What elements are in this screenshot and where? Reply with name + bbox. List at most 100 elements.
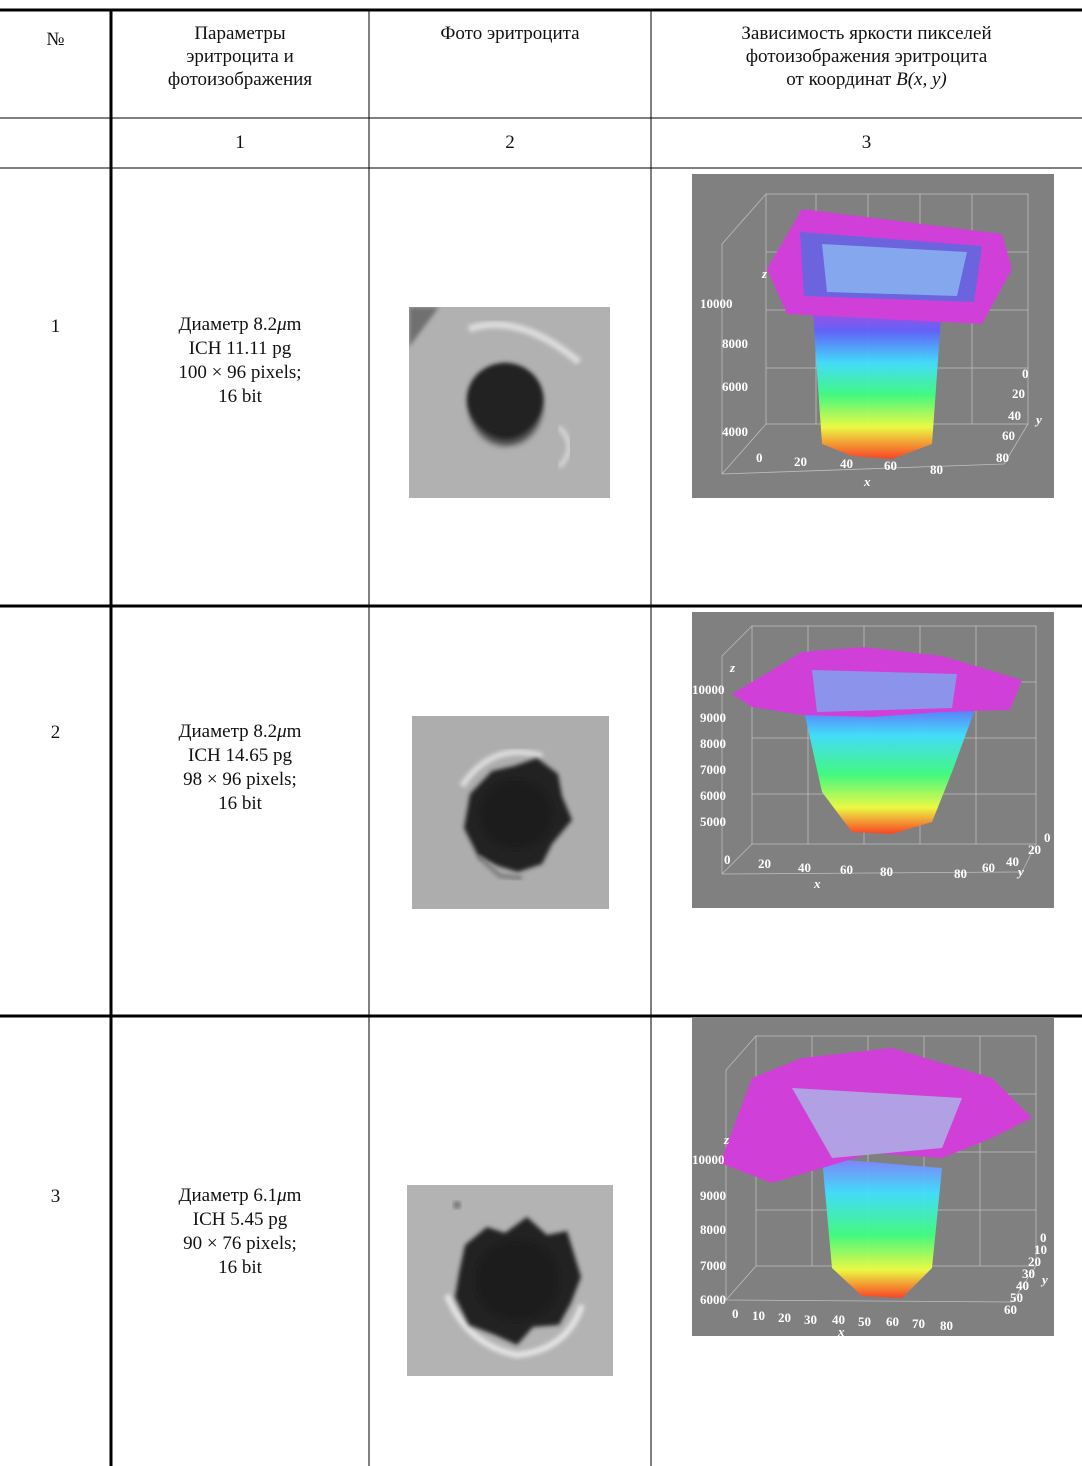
z-tick-label: 5000	[700, 814, 726, 829]
y-tick-label: 80	[954, 866, 967, 881]
diameter-line: Диаметр 8.2μm	[111, 720, 369, 744]
y-axis-label: y	[1040, 1272, 1048, 1287]
diameter-line: Диаметр 8.2μm	[111, 313, 369, 337]
z-tick-label: 6000	[722, 379, 748, 394]
x-tick-label: 80	[930, 462, 943, 477]
z-tick-label: 8000	[722, 336, 748, 351]
diameter-unit-m: m	[286, 1185, 302, 1206]
z-tick-label: 8000	[700, 736, 726, 751]
z-tick-label: 9000	[700, 1188, 726, 1203]
erythrocyte-photo	[412, 716, 609, 909]
ich-value: ICH 14.65 pg	[188, 745, 292, 766]
header-dependence-line: Зависимость яркости пикселей	[741, 23, 992, 44]
z-axis-label: z	[761, 266, 768, 281]
x-axis-label: x	[813, 876, 821, 891]
y-tick-label: 60	[1004, 1302, 1017, 1317]
z-tick-label: 6000	[700, 788, 726, 803]
z-tick-label: 8000	[700, 1222, 726, 1237]
y-tick-label: 20	[1028, 842, 1041, 857]
diameter-value: 8.2	[253, 721, 278, 742]
z-tick-labels: 10000 9000 8000 7000 6000	[692, 1152, 726, 1307]
row-number: 2	[50, 722, 61, 743]
z-tick-labels: 10000 9000 8000 7000 6000 5000	[692, 682, 726, 829]
y-tick-labels: 0 20 40 60 80	[996, 366, 1029, 465]
x-tick-label: 0	[724, 852, 731, 867]
x-tick-label: 10	[752, 1308, 765, 1323]
z-tick-label: 10000	[692, 1152, 725, 1167]
col-number-1: 1	[235, 132, 245, 153]
z-tick-label: 10000	[692, 682, 725, 697]
pixels-value: 100 × 96 pixels;	[178, 362, 302, 383]
x-tick-label: 40	[832, 1312, 845, 1327]
y-tick-label: 80	[996, 450, 1009, 465]
x-tick-label: 20	[794, 454, 807, 469]
y-tick-label: 40	[1008, 408, 1021, 423]
z-axis-label: z	[723, 1132, 730, 1147]
diameter-unit-mu: μ	[277, 314, 287, 335]
x-tick-label: 80	[940, 1318, 953, 1333]
pixels-value: 98 × 96 pixels;	[183, 769, 297, 790]
x-tick-label: 0	[732, 1306, 739, 1321]
z-tick-labels: 10000 8000 6000 4000	[700, 296, 748, 439]
x-tick-label: 20	[778, 1310, 791, 1325]
ich-value: ICH 5.45 pg	[192, 1209, 288, 1230]
y-tick-label: 0	[1022, 366, 1029, 381]
diameter-unit-m: m	[286, 314, 302, 335]
y-tick-labels: 0 20 40 60 80	[954, 830, 1051, 881]
y-tick-label: 50	[1010, 1290, 1023, 1305]
bit-depth: 16 bit	[218, 1257, 262, 1278]
bit-depth: 16 bit	[218, 793, 262, 814]
x-tick-label: 70	[912, 1316, 925, 1331]
brightness-surface-plot: z 10000 9000 8000 7000 6000 5000 0 20 40…	[692, 612, 1054, 908]
z-tick-label: 6000	[700, 1292, 726, 1307]
y-tick-label: 10	[1034, 1242, 1047, 1257]
surface-plot-svg: z 10000 8000 6000 4000 0 20 40 60 80 x 0…	[700, 193, 1042, 489]
row-number: 1	[50, 316, 61, 337]
x-tick-label: 20	[758, 856, 771, 871]
diameter-unit-m: m	[286, 721, 302, 742]
z-tick-label: 7000	[700, 762, 726, 777]
ich-value: ICH 11.11 pg	[188, 338, 292, 359]
x-tick-label: 40	[798, 860, 811, 875]
pixels-value: 90 × 76 pixels;	[183, 1233, 297, 1254]
header-num: №	[46, 29, 65, 50]
y-axis-label: y	[1034, 412, 1042, 427]
header-dependence: Зависимость яркости пикселей фотоизображ…	[651, 22, 1082, 91]
z-tick-label: 4000	[722, 424, 748, 439]
x-tick-label: 40	[840, 456, 853, 471]
row-params: Диаметр 8.2μm ICH 11.11 pg 100 × 96 pixe…	[111, 313, 369, 409]
header-dependence-line: от координат B(x, y)	[651, 68, 1082, 91]
header-dependence-math: B(x, y)	[896, 69, 947, 90]
row-params: Диаметр 6.1μm ICH 5.45 pg 90 × 76 pixels…	[111, 1184, 369, 1280]
y-axis-label: y	[1016, 864, 1024, 879]
brightness-surface-plot: z 10000 9000 8000 7000 6000 0 10 20 30 4…	[692, 1018, 1054, 1336]
z-tick-label: 9000	[700, 710, 726, 725]
x-tick-label: 0	[756, 450, 763, 465]
y-tick-label: 20	[1012, 386, 1025, 401]
diameter-line: Диаметр 6.1μm	[111, 1184, 369, 1208]
x-axis-label: x	[863, 474, 871, 489]
z-axis-label: z	[729, 660, 736, 675]
diameter-value: 6.1	[253, 1185, 278, 1206]
header-params-line: Параметры	[194, 23, 286, 44]
y-tick-label: 40	[1006, 854, 1019, 869]
surface-plot-svg: z 10000 9000 8000 7000 6000 5000 0 20 40…	[692, 625, 1051, 891]
erythrocyte-photo	[409, 307, 610, 498]
y-tick-label: 0	[1040, 1230, 1047, 1245]
erythrocyte-photo	[407, 1185, 613, 1376]
x-tick-label: 60	[884, 458, 897, 473]
row-params: Диаметр 8.2μm ICH 14.65 pg 98 × 96 pixel…	[111, 720, 369, 816]
header-params: Параметры эритроцита и фотоизображения	[111, 22, 369, 91]
y-tick-label: 0	[1044, 830, 1051, 845]
z-tick-label: 7000	[700, 1258, 726, 1273]
bit-depth: 16 bit	[218, 386, 262, 407]
x-tick-label: 30	[804, 1312, 817, 1327]
row-number: 3	[50, 1186, 61, 1207]
y-tick-labels: 0 10 20 30 40 50 60	[1004, 1230, 1047, 1317]
x-tick-labels: 0 20 40 60 80	[756, 450, 943, 477]
y-tick-label: 30	[1022, 1266, 1035, 1281]
brightness-surface-plot: z 10000 8000 6000 4000 0 20 40 60 80 x 0…	[692, 174, 1054, 498]
x-axis-label: x	[837, 1324, 845, 1336]
surface-plot-svg: z 10000 9000 8000 7000 6000 0 10 20 30 4…	[692, 1035, 1048, 1336]
header-photo: Фото эритроцита	[440, 23, 580, 44]
